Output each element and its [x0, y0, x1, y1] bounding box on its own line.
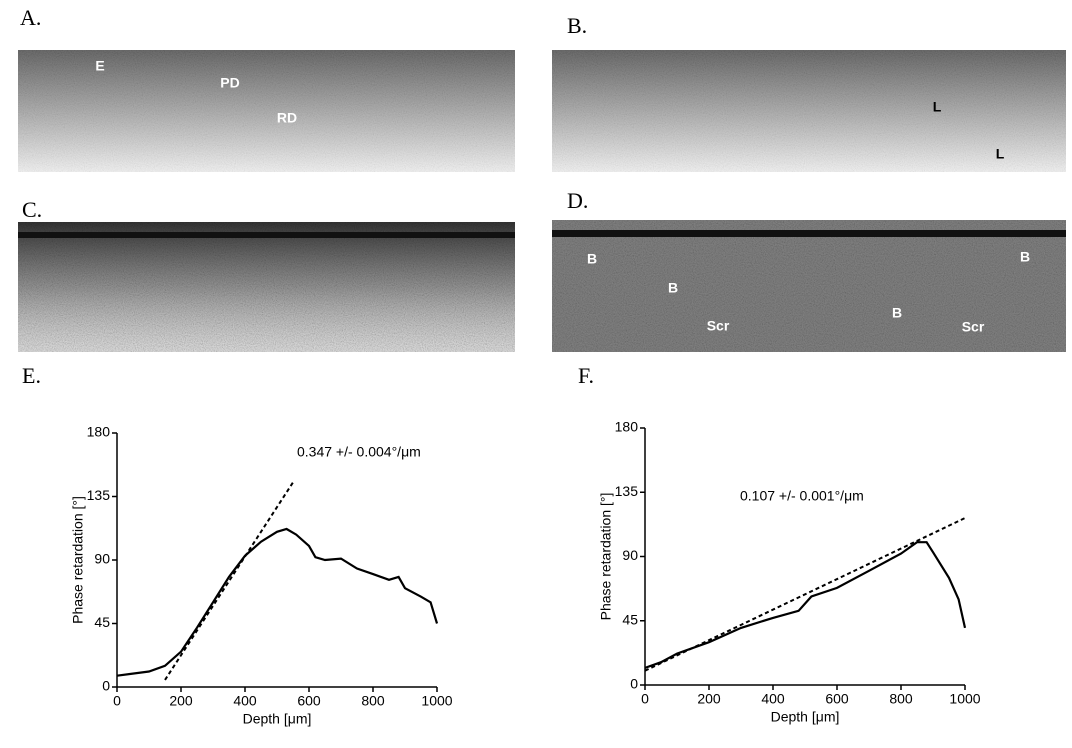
- y-tick-label: 135: [615, 483, 639, 499]
- x-tick-label: 600: [297, 693, 321, 709]
- x-tick-label: 200: [169, 693, 193, 709]
- y-tick-label: 90: [622, 547, 638, 563]
- image-annotation: PD: [220, 75, 239, 91]
- x-axis-label: Depth [μm]: [771, 709, 840, 725]
- image-annotation: Scr: [707, 318, 730, 334]
- y-tick-label: 90: [94, 551, 110, 567]
- y-tick-label: 0: [630, 676, 638, 692]
- y-tick-label: 45: [94, 614, 110, 630]
- data-line: [644, 541, 967, 669]
- y-tick-label: 180: [615, 419, 639, 435]
- y-axis-label: Phase retardation [°]: [598, 493, 614, 621]
- image-annotation: L: [996, 146, 1005, 162]
- y-tick-label: 180: [87, 424, 111, 440]
- x-tick-label: 400: [233, 693, 257, 709]
- x-tick-label: 600: [825, 691, 849, 707]
- image-annotation: B: [587, 251, 597, 267]
- panel-label: D.: [567, 188, 588, 213]
- image-annotation: L: [933, 99, 942, 115]
- oct-image-b: [552, 50, 1066, 172]
- panel-label: C.: [22, 197, 42, 222]
- panel-label: B.: [567, 13, 587, 38]
- x-axis-label: Depth [μm]: [243, 711, 312, 727]
- x-tick-label: 1000: [949, 691, 980, 707]
- y-tick-label: 45: [622, 611, 638, 627]
- fit-line: [164, 481, 294, 681]
- image-annotation: B: [668, 280, 678, 296]
- y-tick-label: 0: [102, 678, 110, 694]
- oct-image-a: [18, 50, 515, 172]
- x-tick-label: 800: [361, 693, 385, 709]
- oct-image-d: [552, 220, 1066, 352]
- x-tick-label: 1000: [421, 693, 452, 709]
- annotation: 0.347 +/- 0.004°/μm: [297, 444, 421, 460]
- image-annotation: B: [892, 305, 902, 321]
- image-annotation: B: [1020, 249, 1030, 265]
- x-tick-label: 400: [761, 691, 785, 707]
- y-axis-label: Phase retardation [°]: [70, 496, 86, 624]
- image-annotation: E: [95, 58, 104, 74]
- image-annotation: Scr: [962, 319, 985, 335]
- x-tick-label: 200: [697, 691, 721, 707]
- panel-label: A.: [20, 5, 41, 30]
- image-annotation: RD: [277, 110, 297, 126]
- panel-label: F.: [578, 363, 594, 388]
- x-tick-label: 0: [641, 691, 649, 707]
- oct-image-c: [18, 222, 515, 352]
- data-line: [116, 527, 439, 677]
- y-tick-label: 135: [87, 487, 111, 503]
- fit-line: [644, 517, 966, 672]
- panel-label: E.: [22, 363, 41, 388]
- x-tick-label: 800: [889, 691, 913, 707]
- annotation: 0.107 +/- 0.001°/μm: [740, 488, 864, 504]
- x-tick-label: 0: [113, 693, 121, 709]
